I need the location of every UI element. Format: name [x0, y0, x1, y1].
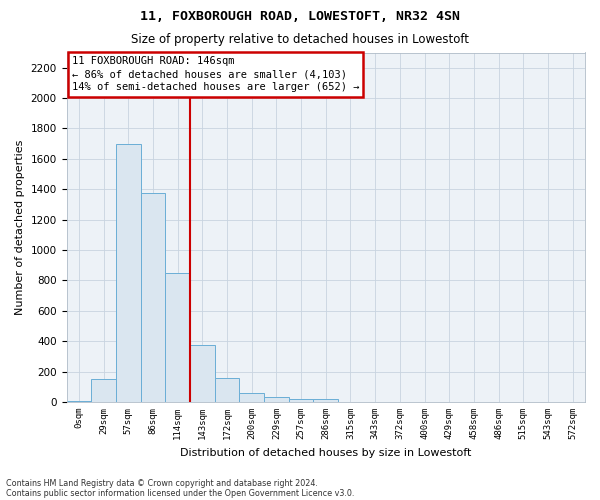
Bar [289, 399, 313, 402]
Text: 11, FOXBOROUGH ROAD, LOWESTOFT, NR32 4SN: 11, FOXBOROUGH ROAD, LOWESTOFT, NR32 4SN [140, 10, 460, 23]
Bar [264, 398, 289, 402]
Text: Contains HM Land Registry data © Crown copyright and database right 2024.: Contains HM Land Registry data © Crown c… [6, 478, 318, 488]
Bar [215, 378, 239, 402]
Bar [165, 273, 190, 402]
Bar [91, 380, 116, 402]
Bar [239, 393, 264, 402]
Y-axis label: Number of detached properties: Number of detached properties [15, 140, 25, 315]
Text: 11 FOXBOROUGH ROAD: 146sqm
← 86% of detached houses are smaller (4,103)
14% of s: 11 FOXBOROUGH ROAD: 146sqm ← 86% of deta… [72, 56, 359, 92]
Text: Contains public sector information licensed under the Open Government Licence v3: Contains public sector information licen… [6, 488, 355, 498]
Bar [190, 345, 215, 402]
Text: Size of property relative to detached houses in Lowestoft: Size of property relative to detached ho… [131, 32, 469, 46]
Bar [116, 144, 140, 402]
Bar [313, 399, 338, 402]
Bar [140, 193, 165, 402]
X-axis label: Distribution of detached houses by size in Lowestoft: Distribution of detached houses by size … [180, 448, 472, 458]
